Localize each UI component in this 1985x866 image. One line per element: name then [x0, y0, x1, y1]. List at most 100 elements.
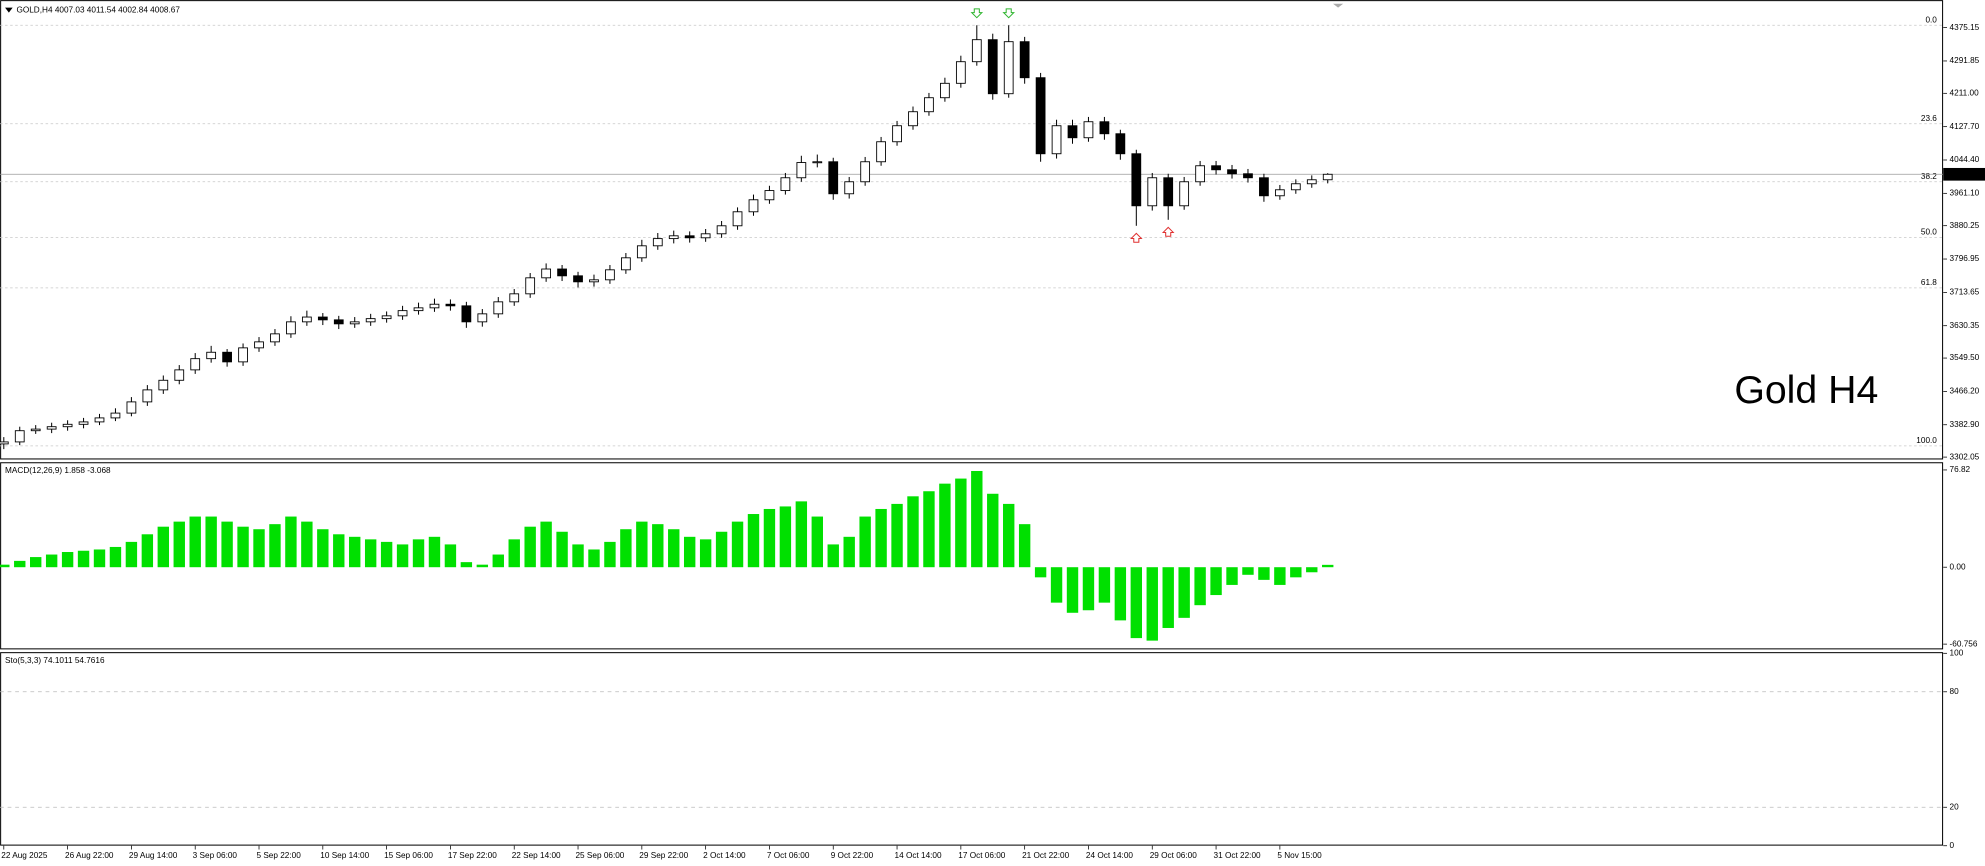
- y-tick-label: 3549.50: [1950, 353, 1980, 362]
- fib-label: 50.0: [1921, 228, 1937, 237]
- candle-body: [987, 39, 998, 95]
- macd-bar: [827, 544, 839, 568]
- current-price-box: [1943, 167, 1985, 181]
- macd-bar: [604, 541, 616, 568]
- macd-bar: [93, 549, 106, 568]
- candle-body: [621, 257, 631, 271]
- candle-body: [238, 347, 248, 363]
- macd-bar: [1178, 567, 1190, 618]
- signal-arrow: [970, 8, 984, 19]
- macd-bar: [843, 536, 855, 568]
- macd-bar: [540, 521, 552, 568]
- candle-body: [971, 39, 982, 63]
- macd-bar: [620, 529, 632, 568]
- x-tick-label: 2 Oct 14:00: [703, 851, 746, 860]
- fib-label: 100.0: [1916, 436, 1937, 445]
- watermark: Gold H4: [1734, 368, 1878, 412]
- macd-bar: [508, 539, 520, 568]
- stochastic-title: Sto(5,3,3) 74.1011 54.7616: [5, 656, 105, 665]
- candle-body: [1274, 189, 1285, 197]
- y-tick-label: 3961.10: [1950, 189, 1980, 198]
- macd-bar: [891, 503, 903, 568]
- y-tick-label: 4375.15: [1950, 23, 1980, 32]
- candle-body: [1227, 169, 1237, 175]
- macd-bar: [269, 524, 281, 568]
- y-tick-label: 3302.05: [1950, 452, 1980, 461]
- macd-bar: [428, 536, 441, 568]
- macd-bar: [14, 560, 26, 568]
- candle-body: [1306, 179, 1317, 185]
- candle-body: [844, 181, 855, 195]
- candle-body: [1211, 165, 1221, 171]
- macd-bar: [444, 544, 457, 568]
- candle-body: [716, 225, 727, 235]
- candle-body: [493, 301, 504, 315]
- macd-bar: [1018, 524, 1031, 568]
- candle-body: [796, 162, 807, 179]
- candle-body: [381, 315, 392, 320]
- macd-bar: [492, 554, 504, 568]
- candle-body: [445, 303, 456, 307]
- macd-bar: [779, 506, 792, 568]
- candle-body: [1163, 177, 1174, 207]
- x-tick-label: 21 Oct 22:00: [1022, 851, 1069, 860]
- fib-label: 23.6: [1921, 114, 1937, 123]
- macd-bar: [588, 549, 600, 568]
- candle-body: [1019, 41, 1030, 79]
- macd-bar: [859, 516, 871, 568]
- macd-bar: [1146, 567, 1158, 641]
- candle-body: [780, 177, 791, 192]
- macd-bar: [109, 546, 122, 568]
- macd-bar: [652, 524, 664, 568]
- y-tick-label: 4044.40: [1950, 155, 1980, 164]
- candle-body: [812, 161, 823, 164]
- macd-bar: [1242, 567, 1254, 575]
- y-tick-label: 3713.65: [1950, 288, 1980, 297]
- macd-bar: [476, 564, 489, 568]
- shift-marker: [1333, 3, 1344, 8]
- candle-body: [397, 310, 408, 317]
- y-tick-label: 3382.90: [1950, 420, 1980, 429]
- macd-bar: [923, 491, 935, 568]
- candle-body: [509, 293, 520, 303]
- macd-bar: [412, 539, 425, 568]
- macd-bar: [572, 544, 584, 568]
- signal-arrow: [1130, 232, 1143, 243]
- candle-body: [46, 426, 57, 430]
- candle-body: [764, 190, 775, 201]
- candle-body: [1035, 77, 1046, 155]
- candle-body: [14, 430, 25, 443]
- candle-body: [908, 111, 918, 127]
- y-tick-label: 76.82: [1950, 465, 1971, 474]
- macd-bar: [189, 516, 201, 568]
- candle-body: [1083, 121, 1094, 139]
- candle-body: [1115, 133, 1126, 155]
- macd-bar: [524, 526, 536, 568]
- candle-body: [955, 61, 966, 84]
- x-tick-label: 22 Sep 14:00: [512, 851, 561, 860]
- macd-bar: [1130, 567, 1143, 639]
- macd-bar: [141, 534, 154, 568]
- x-tick-label: 15 Sep 06:00: [384, 851, 433, 860]
- x-tick-label: 7 Oct 06:00: [767, 851, 810, 860]
- candle-body: [174, 369, 185, 381]
- candle-body: [365, 318, 376, 323]
- y-tick-label: 3796.95: [1950, 254, 1980, 263]
- y-tick-label: 20: [1950, 802, 1960, 811]
- y-tick-label: 4291.85: [1950, 56, 1980, 65]
- price-panel: [0, 0, 1944, 460]
- stochastic-panel: [0, 652, 1944, 846]
- symbol-info: GOLD,H4 4007.03 4011.54 4002.84 4008.67: [16, 5, 180, 14]
- y-tick-label: 100: [1950, 648, 1964, 657]
- macd-title: MACD(12,26,9) 1.858 -3.068: [5, 466, 111, 475]
- y-tick-label: 3466.20: [1950, 387, 1980, 396]
- candle-body: [668, 235, 679, 240]
- candle-body: [286, 321, 296, 335]
- macd-bar: [763, 508, 776, 568]
- candle-body: [477, 313, 488, 323]
- candle-body: [940, 82, 950, 99]
- candle-body: [1131, 153, 1142, 207]
- macd-bar: [668, 529, 680, 568]
- macd-bar: [1050, 567, 1063, 603]
- macd-bar: [221, 521, 233, 568]
